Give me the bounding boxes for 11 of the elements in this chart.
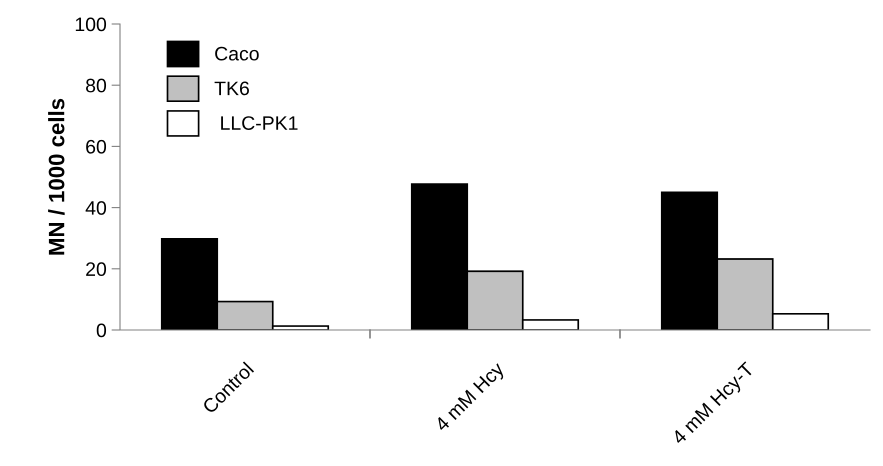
- x-tick-label: 4 mM Hcy: [434, 361, 508, 435]
- y-tick-label: 40: [86, 201, 106, 215]
- legend-label: Caco: [215, 46, 259, 61]
- y-tick-label: 80: [86, 78, 106, 92]
- y-tick-label: 100: [76, 17, 106, 32]
- legend-label: TK6: [214, 81, 249, 96]
- y-axis-title: MN / 1000 cells: [48, 98, 65, 255]
- y-tick-label: 60: [86, 140, 106, 154]
- legend-label: LLC-PK1: [221, 116, 298, 130]
- y-tick-label: 20: [86, 262, 106, 276]
- y-tick-label: 0: [96, 323, 106, 338]
